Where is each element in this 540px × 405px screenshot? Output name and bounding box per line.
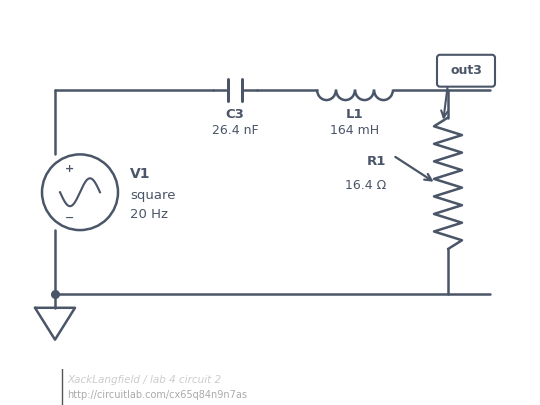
Text: 164 mH: 164 mH	[330, 124, 380, 136]
Text: 20 Hz: 20 Hz	[130, 208, 168, 221]
Text: +: +	[65, 164, 75, 174]
Text: square: square	[130, 189, 176, 202]
Text: CIRCUIT: CIRCUIT	[9, 375, 52, 384]
FancyBboxPatch shape	[437, 55, 495, 87]
Text: 16.4 Ω: 16.4 Ω	[345, 179, 386, 192]
Text: http://circuitlab.com/cx65q84n9n7as: http://circuitlab.com/cx65q84n9n7as	[68, 390, 247, 400]
Text: XackLangfield / lab 4 circuit 2: XackLangfield / lab 4 circuit 2	[68, 375, 221, 385]
Text: V1: V1	[130, 167, 151, 181]
Text: —∼—⊢LAB: —∼—⊢LAB	[9, 390, 56, 399]
Text: C3: C3	[226, 108, 245, 121]
Text: 26.4 nF: 26.4 nF	[212, 124, 258, 136]
Text: −: −	[65, 213, 75, 223]
Text: R1: R1	[367, 155, 386, 168]
Text: L1: L1	[346, 108, 364, 121]
Text: out3: out3	[450, 64, 482, 77]
